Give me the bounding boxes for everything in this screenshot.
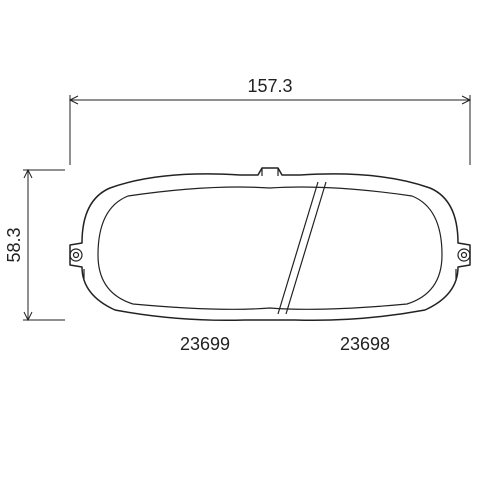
brake-pad-outline: [70, 168, 470, 320]
part-number-right: 23698: [340, 334, 390, 354]
dimension-lines: 157.3 58.3: [4, 76, 470, 320]
part-labels: 23699 23698: [180, 334, 390, 354]
width-dimension: 157.3: [247, 76, 292, 96]
height-dimension: 58.3: [4, 227, 24, 262]
part-number-left: 23699: [180, 334, 230, 354]
technical-drawing: 157.3 58.3 23699 23698: [0, 0, 500, 500]
